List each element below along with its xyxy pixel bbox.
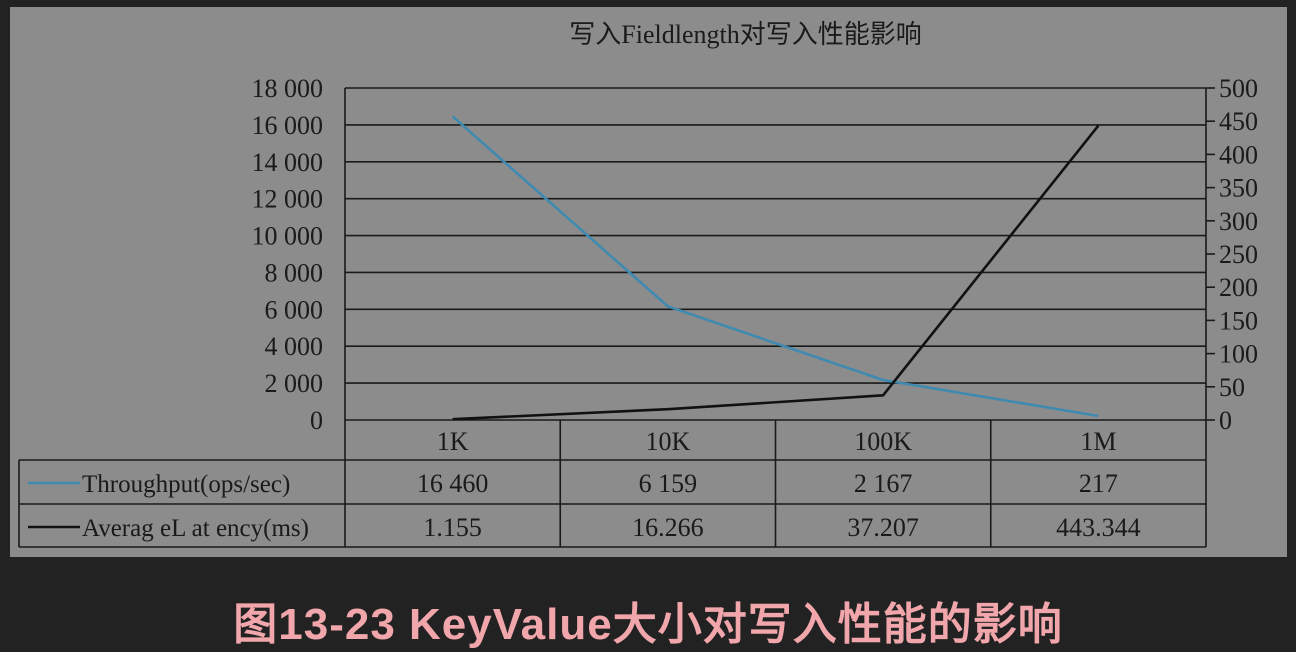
series-line xyxy=(452,124,1100,421)
chart-title: 写入Fieldlength对写入性能影响 xyxy=(569,20,921,49)
left-tick-label: 2 000 xyxy=(265,369,324,398)
right-tick-label: 100 xyxy=(1219,340,1258,369)
series-line xyxy=(451,115,1099,418)
series-name: Throughput(ops/sec) xyxy=(82,471,290,498)
table-value: 1.155 xyxy=(423,513,482,542)
table-value: 37.207 xyxy=(847,513,919,542)
series-name: Averag eL at ency(ms) xyxy=(82,515,309,542)
chart-panel: 写入Fieldlength对写入性能影响 0 2 000 4 000 6 000 8 00… xyxy=(10,7,1287,557)
chart-svg: 写入Fieldlength对写入性能影响 0 2 000 4 000 6 000 8 00… xyxy=(18,20,1258,548)
table-value: 16.266 xyxy=(632,513,704,542)
left-tick-label: 6 000 xyxy=(265,295,324,324)
category-label: 100K xyxy=(854,427,912,456)
right-tick-label: 500 xyxy=(1219,74,1258,103)
left-tick-label: 10 000 xyxy=(252,222,324,251)
left-tick-label: 12 000 xyxy=(252,185,324,214)
figure-caption: 图13-23 KeyValue大小对写入性能的影响 xyxy=(233,600,1063,649)
right-tick-label: 400 xyxy=(1219,140,1258,169)
table-value: 2 167 xyxy=(854,469,913,498)
left-tick-label: 0 xyxy=(310,406,323,435)
right-tick-label: 150 xyxy=(1219,306,1258,335)
right-tick-label: 450 xyxy=(1219,107,1258,136)
category-label: 1K xyxy=(437,427,469,456)
table-value: 217 xyxy=(1079,469,1118,498)
left-tick-label: 8 000 xyxy=(265,258,324,287)
right-tick-label: 250 xyxy=(1219,240,1258,269)
right-tick-label: 50 xyxy=(1219,373,1245,402)
table-value: 16 460 xyxy=(417,469,489,498)
table-value: 443.344 xyxy=(1056,513,1141,542)
left-tick-label: 16 000 xyxy=(252,111,324,140)
table-value: 6 159 xyxy=(639,469,698,498)
category-label: 1M xyxy=(1080,427,1116,456)
left-tick-label: 4 000 xyxy=(265,332,324,361)
right-tick-label: 300 xyxy=(1219,207,1258,236)
category-label: 10K xyxy=(645,427,690,456)
right-tick-label: 350 xyxy=(1219,174,1258,203)
left-tick-label: 14 000 xyxy=(252,148,324,177)
right-tick-label: 0 xyxy=(1219,406,1232,435)
right-tick-label: 200 xyxy=(1219,273,1258,302)
left-tick-label: 18 000 xyxy=(252,74,324,103)
